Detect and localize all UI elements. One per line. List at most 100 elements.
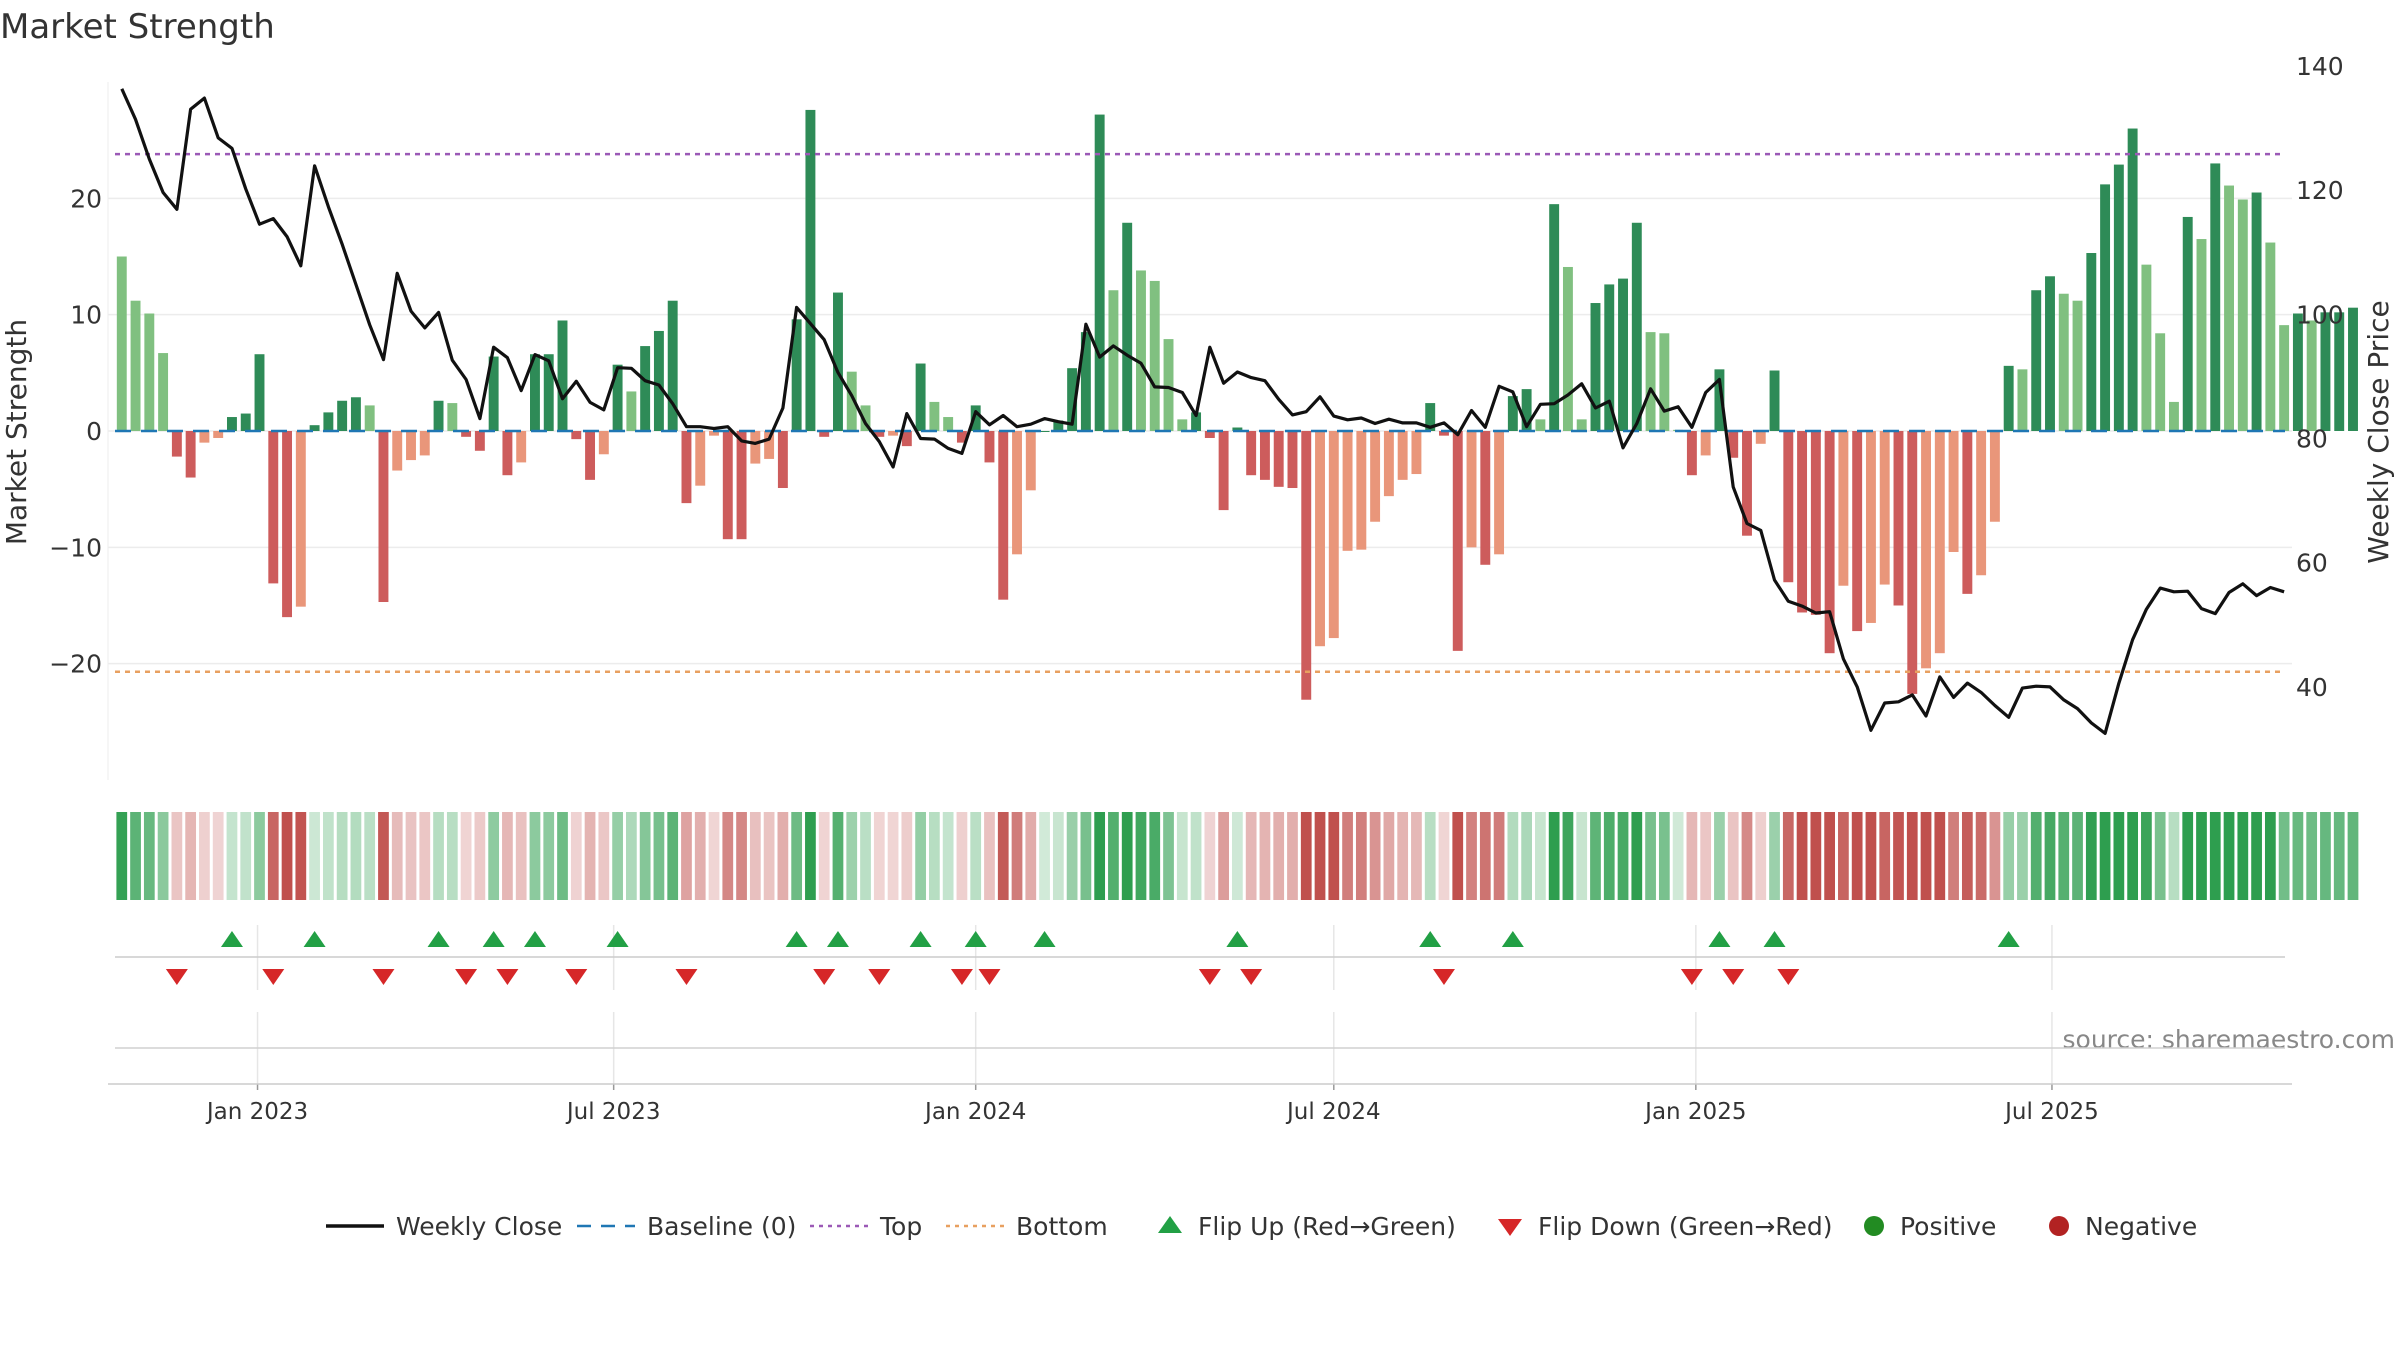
strength-strip-cell (1645, 812, 1656, 900)
strength-bar (213, 431, 224, 438)
strength-strip-cell (240, 812, 252, 900)
strength-strip-cell (350, 812, 362, 900)
strength-strip-cell (1135, 812, 1147, 900)
strength-bar (2141, 264, 2152, 431)
strength-strip-cell (1479, 812, 1491, 900)
strength-strip-cell (1989, 812, 2001, 900)
flip-up-marker (220, 931, 243, 947)
strength-bar (819, 431, 830, 437)
strength-strip-cell (1259, 812, 1271, 900)
strength-bar (144, 313, 155, 431)
strength-strip-cell (1838, 812, 1849, 900)
strength-bar (1659, 333, 1670, 431)
strength-bar (199, 431, 210, 443)
y-right-tick-label: 100 (2296, 300, 2344, 329)
strength-strip-cell (1452, 812, 1464, 900)
strength-bar (1769, 370, 1780, 431)
strength-strip-cell (2320, 812, 2331, 900)
strength-strip-cell (2251, 812, 2262, 900)
strength-strip-cell (2085, 812, 2097, 900)
strength-strip-cell (557, 812, 568, 900)
strength-strip-cell (1658, 812, 1670, 900)
strength-bar (1342, 431, 1353, 551)
strength-bar (2320, 312, 2331, 431)
strength-strip-cell (1727, 812, 1739, 900)
strength-strip-cell (1245, 812, 1257, 900)
strength-bar (1452, 431, 1463, 651)
strength-bar (1094, 114, 1105, 431)
strength-bar (1301, 431, 1312, 700)
strength-bar (1397, 431, 1408, 480)
strength-bar (612, 364, 623, 431)
strength-strip-cell (1562, 812, 1574, 900)
strength-strip-cell (1025, 812, 1037, 900)
strength-strip-cell (1700, 812, 1712, 900)
strength-bar (2113, 164, 2124, 431)
strength-strip-cell (942, 812, 954, 900)
strength-strip-cell (295, 812, 307, 900)
strength-strip-cell (2030, 812, 2042, 900)
legend-label: Flip Up (Red→Green) (1198, 1212, 1456, 1241)
strength-bar (626, 391, 637, 431)
strength-bar (1108, 290, 1119, 431)
flip-up-marker (427, 931, 450, 947)
strength-bar (1122, 222, 1133, 431)
strength-bar (1549, 204, 1560, 431)
strength-strip-cell (570, 812, 582, 900)
strength-bar (2348, 307, 2358, 431)
flip-up-marker (1501, 931, 1524, 947)
strength-bar (736, 431, 747, 540)
strength-strip-cell (1590, 812, 1601, 900)
strength-strip-cell (1397, 812, 1409, 900)
flip-up-marker (909, 931, 932, 947)
legend-swatch-circle (1864, 1216, 1884, 1236)
strength-strip-cell (1342, 812, 1353, 900)
strength-bar (461, 431, 472, 437)
strength-strip-cell (749, 812, 761, 900)
strength-bar (2334, 312, 2345, 431)
strength-strip-cell (322, 812, 334, 900)
strength-strip-cell (1755, 812, 1767, 900)
y-left-tick-label: 0 (86, 417, 102, 446)
strength-strip-cell (1631, 812, 1643, 900)
strength-bar (557, 320, 568, 431)
legend-label: Negative (2085, 1212, 2197, 1241)
strength-bar (1755, 431, 1766, 444)
strength-strip-cell (722, 812, 734, 900)
strength-bar (1149, 280, 1160, 431)
strength-strip-cell (612, 812, 623, 900)
strength-strip-cell (1906, 812, 1918, 900)
flip-up-marker (964, 931, 987, 947)
strength-bar (337, 400, 348, 431)
x-tick-label: Jul 2023 (565, 1099, 661, 1125)
strength-bar (1618, 278, 1628, 431)
strength-bar (929, 401, 940, 431)
strength-strip-cell (2209, 812, 2221, 900)
strength-bar (1025, 431, 1036, 491)
flip-up-marker (1763, 931, 1786, 947)
strength-strip-cell (1438, 812, 1450, 900)
strength-bar (1439, 431, 1449, 436)
strength-strip-cell (1975, 812, 1987, 900)
strength-strip-cell (1108, 812, 1119, 900)
strength-strip-cell (446, 812, 458, 900)
strength-bar (2182, 216, 2193, 431)
strength-strip-cell (1796, 812, 1808, 900)
strength-bar (1907, 431, 1918, 694)
strength-bar (2100, 184, 2111, 431)
strength-strip-cell (529, 812, 541, 900)
strength-strip-cell (1466, 812, 1477, 900)
strength-bar (1080, 332, 1091, 431)
strength-strip-cell (2333, 812, 2345, 900)
strength-bar (2292, 313, 2303, 431)
strength-bar (447, 403, 458, 431)
y-axis-right-title: Weekly Close Price (2362, 300, 2395, 563)
flip-up-marker (1708, 931, 1731, 947)
legend-label: Baseline (0) (647, 1212, 796, 1241)
strength-strip-cell (143, 812, 155, 900)
legend-label: Top (879, 1212, 922, 1241)
flip-down-marker (868, 969, 891, 985)
flip-down-marker (372, 969, 395, 985)
flip-up-marker (1226, 931, 1249, 947)
strength-strip-cell (1769, 812, 1780, 900)
